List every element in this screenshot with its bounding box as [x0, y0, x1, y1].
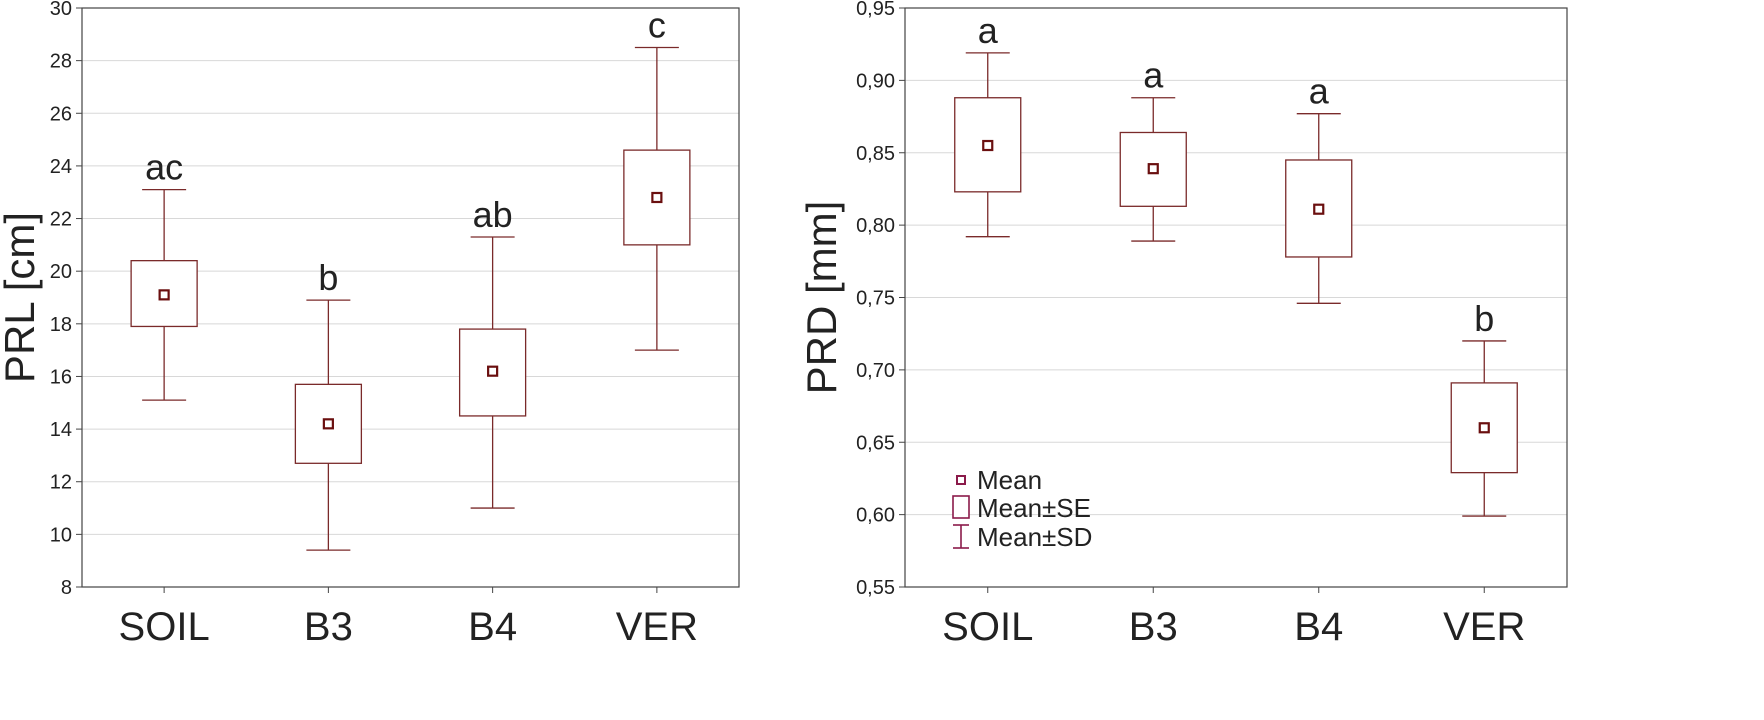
- legend-se-icon: [952, 495, 970, 519]
- x-tick-label: B3: [304, 605, 353, 649]
- box-b4: ab: [458, 194, 527, 509]
- mean-marker: [1478, 422, 1490, 434]
- y-tick-label: 8: [61, 577, 72, 599]
- x-tick-label: SOIL: [942, 605, 1033, 649]
- box-ver: b: [1450, 298, 1518, 517]
- plot-frame: [904, 7, 1568, 588]
- y-tick-label: 0,90: [856, 70, 895, 92]
- group-label: c: [648, 4, 666, 45]
- y-tick-label: 0,95: [856, 0, 895, 20]
- y-tick-label: 0,70: [856, 360, 895, 382]
- group-label: b: [318, 257, 338, 298]
- y-tick-label: 10: [50, 524, 72, 546]
- y-tick-label: 20: [50, 261, 72, 283]
- y-tick-label: 0,55: [856, 577, 895, 599]
- box-ver: c: [623, 4, 691, 351]
- y-tick-label: 28: [50, 51, 72, 73]
- group-label: ab: [473, 194, 513, 235]
- mean-marker: [322, 418, 334, 430]
- group-label: ac: [145, 147, 183, 188]
- box-b3: a: [1119, 55, 1187, 242]
- box-b3: b: [294, 257, 363, 551]
- box-b4: a: [1285, 71, 1353, 304]
- panel-2: 0,55 0,60 0,65 0,70 0,75 0,80 0,85 0,90 0,95 SOIL…: [798, 0, 1568, 649]
- y-tick-label: 0,60: [856, 505, 895, 527]
- y-tick-label: 0,85: [856, 143, 895, 165]
- panel-1: 8 10 12 14 16 18 20 22 24 26 28 30 SOIL B3 B4 VER PRL [c…: [0, 0, 740, 649]
- x-tick-label: VER: [616, 605, 698, 649]
- mean-marker: [1147, 163, 1159, 175]
- mean-marker: [158, 289, 170, 301]
- legend-se-label: Mean±SE: [977, 493, 1091, 523]
- y-tick-label: 12: [50, 472, 72, 494]
- y-tick-label: 0,65: [856, 432, 895, 454]
- y-tick-label: 0,80: [856, 215, 895, 237]
- x-tick-label: B4: [468, 605, 517, 649]
- group-label: a: [978, 10, 999, 51]
- x-tick-label: VER: [1443, 605, 1525, 649]
- x-tick-label: B4: [1294, 605, 1343, 649]
- mean-marker: [982, 139, 994, 152]
- mean-marker: [1313, 203, 1325, 215]
- y-tick-label: 24: [50, 156, 72, 178]
- legend-sd-label: Mean±SD: [977, 522, 1092, 552]
- y-axis-label: PRD [mm]: [798, 201, 845, 395]
- legend-mean-label: Mean: [977, 465, 1042, 495]
- group-label: b: [1474, 298, 1494, 339]
- x-tick-label: B3: [1129, 605, 1178, 649]
- y-tick-label: 26: [50, 103, 72, 125]
- group-label: a: [1143, 55, 1164, 96]
- y-tick-label: 22: [50, 209, 72, 231]
- box-soil: ac: [130, 147, 198, 401]
- mean-marker: [651, 191, 663, 204]
- se-box: [623, 149, 691, 246]
- y-tick-label: 0,75: [856, 288, 895, 310]
- y-tick-label: 16: [50, 366, 72, 388]
- y-axis-label: PRL [cm]: [0, 212, 43, 383]
- legend-mean-icon: [956, 475, 966, 485]
- mean-marker: [487, 365, 499, 377]
- x-tick-label: SOIL: [119, 605, 210, 649]
- box-soil: a: [954, 10, 1022, 238]
- y-tick-label: 30: [50, 0, 72, 20]
- group-label: a: [1309, 71, 1330, 112]
- y-tick-label: 14: [50, 419, 72, 441]
- plot-frame: [81, 7, 740, 588]
- y-tick-label: 18: [50, 314, 72, 336]
